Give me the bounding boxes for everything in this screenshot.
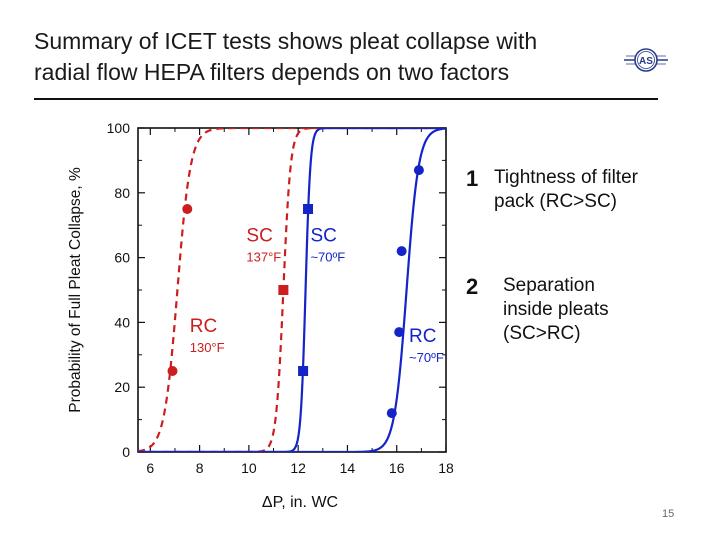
title-divider	[34, 98, 658, 100]
factor-2-line-3: (SC>RC)	[503, 323, 581, 344]
series-curve-3	[138, 128, 446, 452]
series-label-2: SC	[310, 225, 336, 246]
title-line-1: Summary of ICET tests shows pleat collap…	[34, 28, 538, 54]
factor-1-line-2: pack (RC>SC)	[494, 191, 617, 212]
title-line-2: radial flow HEPA filters depends on two …	[34, 59, 510, 85]
y-tick-label: 60	[114, 250, 130, 266]
y-tick-label: 40	[114, 314, 130, 330]
series-label-4: RC	[409, 326, 436, 347]
page-number: 15	[662, 508, 675, 520]
chart-labels: SC 137°F SC ~70ºF RC 130°F RC ~70ºF	[190, 225, 444, 364]
series-curve-4	[138, 128, 446, 452]
series-3-point	[298, 366, 309, 376]
x-tick-label: 8	[196, 460, 204, 476]
y-tick-label: 80	[114, 185, 130, 201]
y-tick-label: 20	[114, 379, 130, 395]
chart-axes: 6 8 10 12 14 16 18 0 20 40 60 80 100	[107, 120, 454, 476]
series-2-point	[278, 285, 289, 295]
factor-2-number: 2	[466, 274, 479, 299]
y-axis-label: Probability of Full Pleat Collapse, %	[67, 167, 84, 413]
x-tick-label: 16	[389, 460, 405, 476]
series-3-point	[303, 204, 314, 214]
series-label-1: SC	[246, 225, 272, 246]
x-tick-label: 6	[146, 460, 154, 476]
x-tick-label: 10	[241, 460, 257, 476]
series-4-point	[386, 408, 397, 419]
series-sublabel-4: ~70ºF	[409, 350, 444, 365]
factor-2-line-1: Separation	[503, 275, 595, 296]
chart-curves	[138, 128, 446, 452]
x-tick-label: 18	[438, 460, 454, 476]
factor-2-text: Separation inside pleats (SC>RC)	[503, 274, 683, 346]
series-curve-1	[138, 128, 446, 452]
factor-1-number: 1	[466, 166, 479, 191]
x-tick-label: 14	[340, 460, 356, 476]
series-1-point	[182, 204, 193, 214]
series-4-point	[413, 165, 424, 176]
series-sublabel-1: 137°F	[246, 249, 281, 264]
series-curve-2	[138, 128, 446, 452]
series-sublabel-2: ~70ºF	[310, 249, 345, 264]
x-tick-label: 12	[290, 460, 306, 476]
series-4-point	[396, 246, 407, 257]
y-tick-label: 100	[107, 120, 131, 136]
slide-title: Summary of ICET tests shows pleat collap…	[34, 26, 624, 88]
series-1-point	[167, 366, 178, 376]
series-sublabel-3: 130°F	[190, 340, 225, 355]
chart-points	[167, 165, 424, 419]
series-label-3: RC	[190, 316, 217, 337]
y-tick-label: 0	[122, 444, 130, 460]
logo-text: AS	[639, 56, 653, 67]
plot-frame	[137, 127, 447, 453]
factor-1-text: Tightness of filter pack (RC>SC)	[494, 166, 694, 214]
factor-1-line-1: Tightness of filter	[494, 167, 638, 188]
factor-2-line-2: inside pleats	[503, 299, 609, 320]
series-4-point	[394, 327, 405, 338]
x-axis-label: ΔP, in. WC	[262, 494, 338, 511]
organization-logo: AS	[624, 48, 668, 72]
